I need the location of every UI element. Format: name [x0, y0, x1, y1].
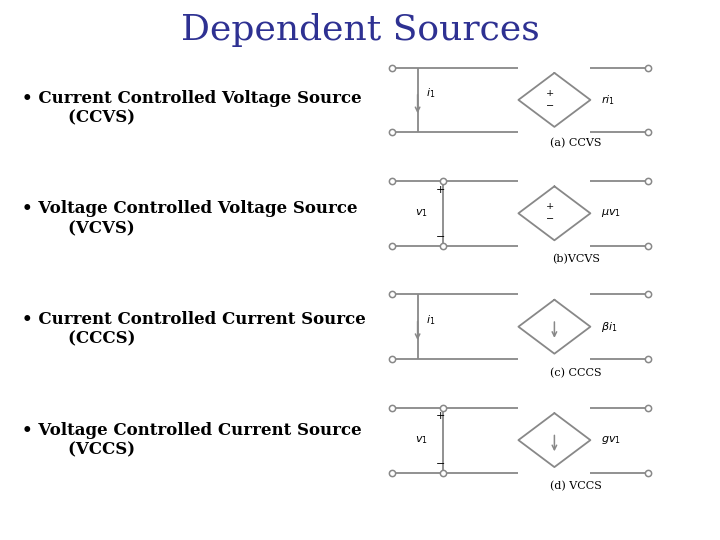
Text: $ri_1$: $ri_1$ [601, 93, 615, 107]
Text: −: − [436, 459, 446, 469]
Text: +: + [546, 202, 554, 211]
Text: $gv_1$: $gv_1$ [601, 434, 621, 446]
Text: $\mu v_1$: $\mu v_1$ [601, 207, 621, 219]
Text: Dependent Sources: Dependent Sources [181, 13, 539, 46]
Text: −: − [546, 215, 554, 224]
Text: • Voltage Controlled Current Source
        (VCCS): • Voltage Controlled Current Source (VCC… [22, 422, 361, 458]
Text: +: + [546, 89, 554, 98]
Text: $\beta i_1$: $\beta i_1$ [601, 320, 618, 334]
Text: • Current Controlled Current Source
        (CCCS): • Current Controlled Current Source (CCC… [22, 311, 365, 348]
Text: −: − [546, 102, 554, 111]
Text: (b)VCVS: (b)VCVS [552, 254, 600, 265]
Text: (c) CCCS: (c) CCCS [550, 367, 602, 378]
Text: +: + [436, 411, 446, 421]
Text: (d) VCCS: (d) VCCS [550, 481, 602, 491]
Text: (a) CCVS: (a) CCVS [550, 138, 602, 148]
Text: $v_1$: $v_1$ [415, 434, 428, 446]
Text: +: + [436, 185, 446, 194]
Text: $v_1$: $v_1$ [415, 207, 428, 219]
Text: • Voltage Controlled Voltage Source
        (VCVS): • Voltage Controlled Voltage Source (VCV… [22, 200, 357, 237]
Text: −: − [436, 232, 446, 242]
Text: $i_1$: $i_1$ [426, 86, 436, 100]
Text: $i_1$: $i_1$ [426, 313, 436, 327]
Text: • Current Controlled Voltage Source
        (CCVS): • Current Controlled Voltage Source (CCV… [22, 90, 361, 126]
